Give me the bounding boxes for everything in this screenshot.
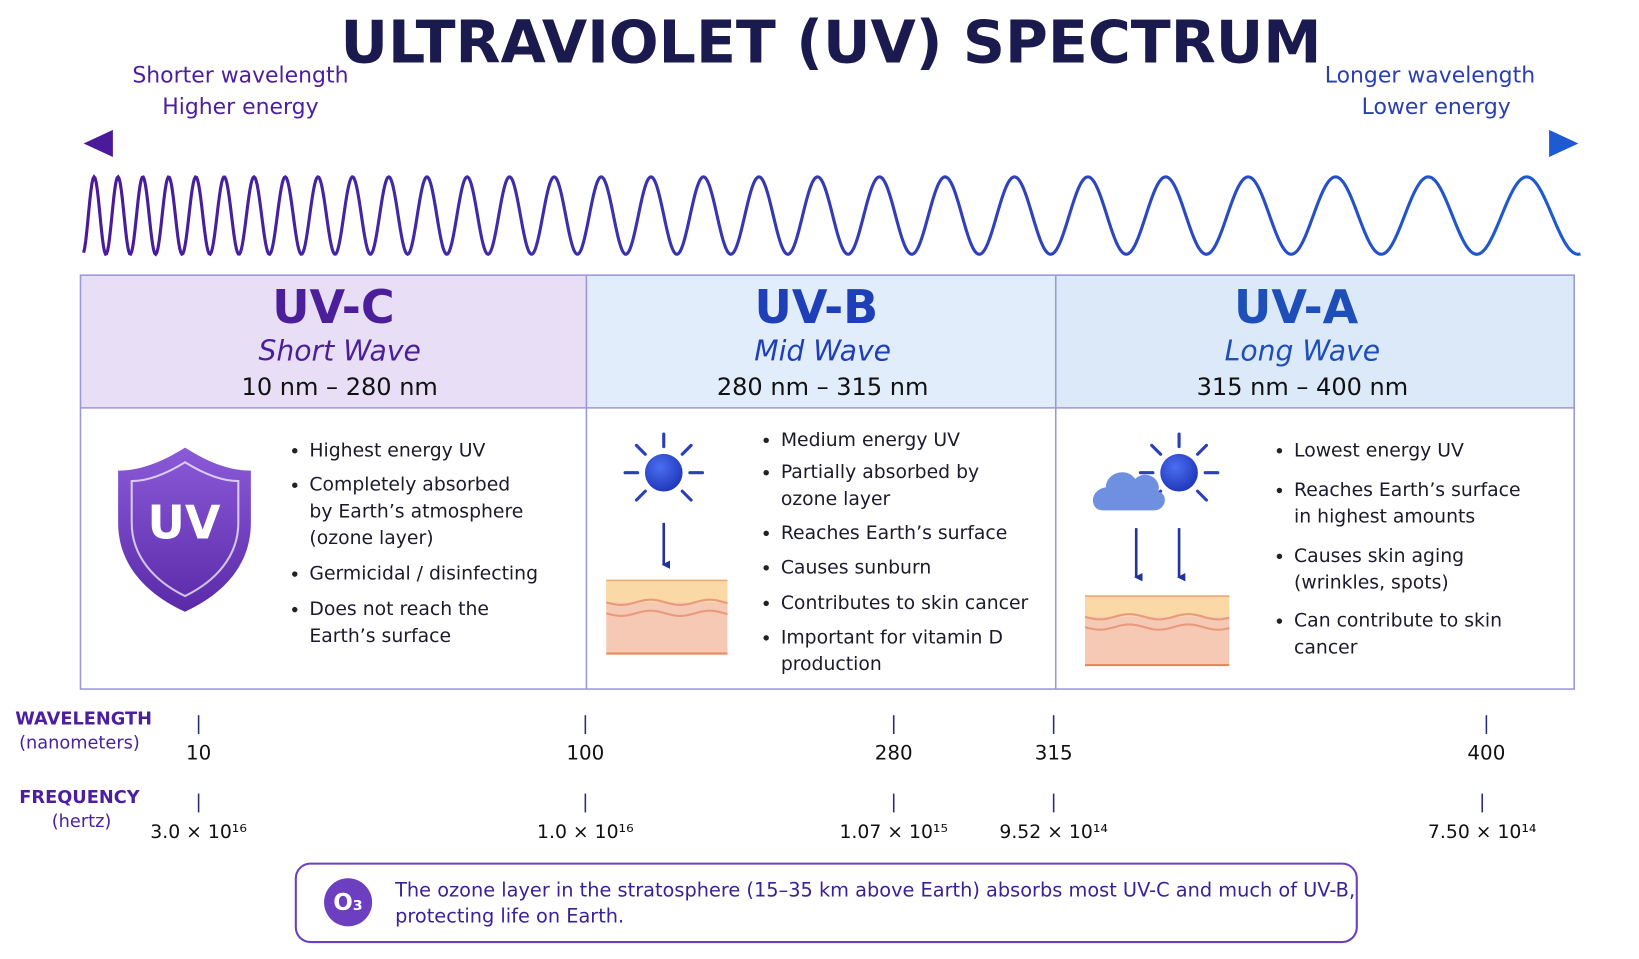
band-range: 315 nm – 400 nm — [1197, 373, 1409, 401]
bullet-text: production — [781, 654, 882, 675]
bullet-text: Germicidal / disinfecting — [309, 564, 538, 585]
arrow-head — [1549, 129, 1579, 158]
bullet-text: (ozone layer) — [309, 528, 433, 549]
bullet-text: Can contribute to skin — [1294, 611, 1502, 632]
skin-top — [606, 580, 728, 603]
tick-label: 1.0 × 10¹⁶ — [537, 822, 634, 843]
bullet-text: ozone layer — [781, 489, 891, 510]
tick-label: 100 — [566, 741, 604, 764]
sun-ray — [1150, 443, 1163, 456]
bullet-text: Medium energy UV — [781, 430, 960, 451]
bullet-text: Contributes to skin cancer — [781, 593, 1029, 614]
sun-ray — [634, 489, 647, 502]
band-range: 280 nm – 315 nm — [717, 373, 929, 401]
bullet-dot — [1276, 553, 1283, 560]
bullet-dot — [292, 448, 298, 454]
bullet-text: Partially absorbed by — [781, 462, 979, 483]
header-bg — [1055, 275, 1575, 408]
bullet-dot — [1276, 487, 1283, 494]
bullet-text: Important for vitamin D — [781, 627, 1003, 648]
band-name: UV-C — [272, 280, 394, 334]
header-bg — [80, 275, 587, 408]
ozone-icon — [324, 878, 373, 927]
bullet-text: Highest energy UV — [309, 440, 485, 461]
skin-icon — [605, 579, 728, 655]
bullet-text: (wrinkles, spots) — [1294, 572, 1449, 593]
skin-top — [1085, 596, 1230, 617]
bullet-dot — [763, 635, 769, 641]
left-label: Higher energy — [162, 95, 318, 120]
tick-label: 315 — [1035, 741, 1073, 764]
band-subtitle: Short Wave — [259, 334, 421, 367]
skin-layer — [1084, 613, 1230, 621]
axis-unit: (hertz) — [52, 812, 112, 832]
sun-core — [1160, 453, 1198, 492]
tick-label: 7.50 × 10¹⁴ — [1428, 822, 1537, 843]
band-name: UV-A — [1234, 280, 1359, 334]
bullet-text: Reaches Earth’s surface — [1294, 480, 1521, 501]
sun-core — [644, 453, 683, 492]
tick-label: 280 — [875, 741, 913, 764]
bullet-dot — [763, 530, 769, 537]
bullet-text: cancer — [1294, 637, 1358, 658]
tick-label: 3.0 × 10¹⁶ — [150, 822, 247, 843]
bullet-dot — [763, 437, 769, 444]
note-text: protecting life on Earth. — [395, 904, 624, 927]
bullet-dot — [763, 469, 769, 476]
tick-label: 10 — [186, 741, 211, 764]
bullet-text: Completely absorbed — [309, 475, 510, 496]
sun-ray — [634, 443, 647, 456]
right-label: Longer wavelength — [1325, 64, 1535, 89]
header-bg — [586, 275, 1056, 408]
panel-border — [79, 274, 1575, 690]
bullet-text: Causes sunburn — [781, 557, 931, 578]
bullet-dot — [292, 571, 298, 577]
bullet-text: Reaches Earth’s surface — [781, 523, 1008, 544]
axis-label: FREQUENCY — [19, 788, 140, 808]
skin-icon — [1084, 595, 1230, 667]
bullet-text: Earth’s surface — [309, 626, 451, 647]
ozone-icon-text: O₃ — [333, 890, 363, 916]
bullet-text: in highest amounts — [1294, 507, 1475, 528]
tick-label: 400 — [1467, 741, 1505, 764]
tick-label: 9.52 × 10¹⁴ — [999, 822, 1108, 843]
bullet-dot — [1276, 618, 1283, 624]
bullet-dot — [292, 606, 298, 613]
band-subtitle: Mid Wave — [754, 334, 891, 367]
skin-layer — [605, 609, 728, 617]
bullet-text: Causes skin aging — [1294, 546, 1464, 567]
bullet-dot — [763, 600, 769, 607]
bullet-dot — [292, 482, 298, 488]
cloud-icon — [1092, 472, 1165, 511]
left-label: Shorter wavelength — [132, 64, 348, 89]
arrow-head — [83, 129, 113, 158]
shield-inner — [130, 461, 240, 598]
skin-layer — [1084, 623, 1230, 631]
bullet-dot — [1276, 448, 1283, 454]
note-box — [294, 862, 1358, 944]
title: ULTRAVIOLET (UV) SPECTRUM — [340, 8, 1321, 76]
note-text: The ozone layer in the stratosphere (15–… — [394, 878, 1355, 901]
sun-ray — [1195, 443, 1208, 456]
axis-unit: (nanometers) — [19, 733, 140, 753]
bullet-text: by Earth’s atmosphere — [309, 501, 523, 522]
band-name: UV-B — [755, 280, 879, 334]
bullet-dot — [763, 565, 769, 571]
right-label: Lower energy — [1362, 95, 1511, 120]
axis-label: WAVELENGTH — [15, 709, 152, 729]
sun-icon — [623, 432, 704, 502]
band-subtitle: Long Wave — [1225, 334, 1380, 367]
tick-label: 1.07 × 10¹⁵ — [839, 822, 948, 843]
band-range: 10 nm – 280 nm — [242, 373, 438, 401]
sun-ray — [1195, 489, 1208, 502]
wave — [82, 174, 1581, 257]
bullet-text: Lowest energy UV — [1294, 440, 1464, 461]
sun-ray — [680, 443, 693, 456]
skin-layer — [605, 598, 728, 606]
sun-ray — [680, 489, 693, 502]
bullet-text: Does not reach the — [309, 599, 489, 620]
shield-text: UV — [148, 496, 221, 550]
